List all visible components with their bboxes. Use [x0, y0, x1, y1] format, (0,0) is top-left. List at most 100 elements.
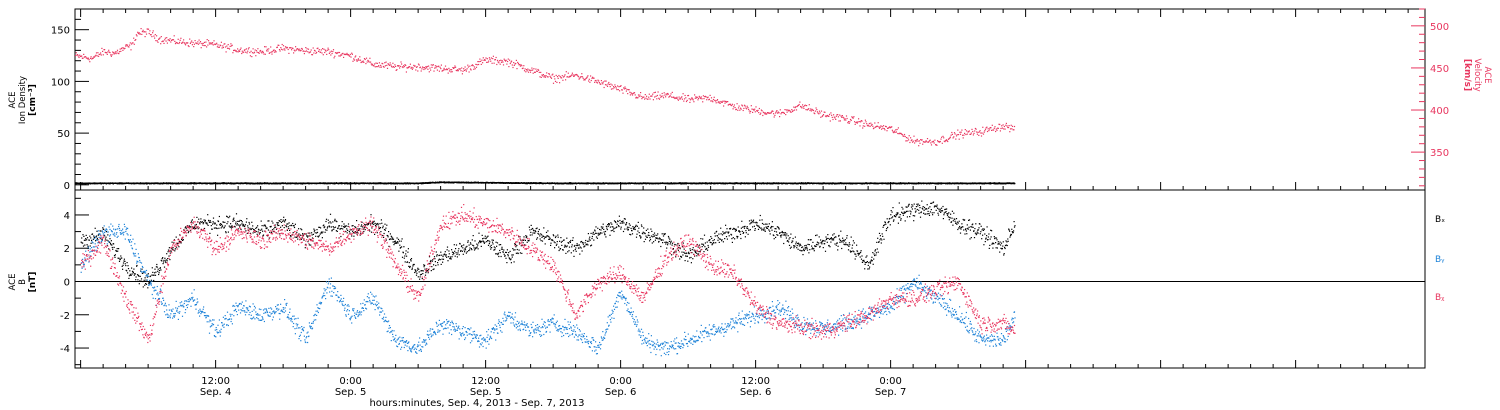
density-point	[608, 183, 610, 185]
velocity-point	[564, 74, 566, 76]
velocity-point	[606, 84, 608, 86]
velocity-point	[406, 67, 408, 69]
velocity-point	[615, 86, 617, 88]
velocity-point	[205, 41, 207, 43]
density-point	[689, 183, 692, 185]
velocity-point	[203, 44, 205, 47]
velocity-point	[81, 55, 83, 57]
density-point	[802, 182, 804, 184]
velocity-point	[594, 80, 596, 82]
velocity-point	[345, 53, 347, 56]
density-point	[89, 183, 91, 185]
velocity-point	[380, 66, 382, 68]
velocity-point	[568, 76, 570, 78]
velocity-point	[324, 51, 326, 54]
velocity-point	[613, 87, 615, 89]
velocity-point	[295, 49, 297, 51]
velocity-point	[533, 68, 535, 70]
velocity-point	[439, 66, 441, 68]
velocity-point	[373, 65, 375, 67]
velocity-point	[582, 77, 584, 79]
velocity-point	[598, 80, 600, 82]
velocity-point	[305, 47, 307, 49]
velocity-point	[117, 52, 119, 54]
velocity-point	[82, 57, 84, 59]
velocity-point	[191, 40, 193, 42]
velocity-point	[307, 51, 309, 53]
velocity-point	[338, 51, 341, 54]
velocity-point	[544, 75, 546, 77]
density-point	[994, 182, 996, 184]
velocity-point	[308, 52, 310, 54]
velocity-point	[616, 89, 618, 91]
velocity-point	[309, 51, 311, 53]
velocity-point	[262, 50, 264, 52]
velocity-point	[625, 87, 627, 90]
velocity-point	[180, 37, 182, 39]
velocity-point	[334, 52, 337, 54]
velocity-point	[525, 69, 528, 71]
velocity-point	[198, 39, 200, 41]
velocity-point	[168, 39, 170, 41]
velocity-point	[499, 63, 501, 65]
velocity-point	[300, 49, 302, 52]
velocity-point	[480, 60, 482, 62]
velocity-point	[405, 71, 407, 73]
velocity-point	[182, 41, 184, 43]
velocity-point	[320, 49, 322, 51]
velocity-point	[80, 55, 82, 58]
velocity-point	[195, 42, 197, 44]
velocity-point	[226, 47, 229, 49]
velocity-point	[321, 52, 323, 54]
velocity-point	[545, 75, 547, 77]
velocity-point	[565, 71, 567, 73]
velocity-point	[301, 48, 303, 50]
velocity-point	[125, 45, 127, 47]
velocity-point	[473, 68, 475, 70]
velocity-point	[511, 60, 513, 62]
velocity-point	[552, 73, 554, 75]
velocity-point	[409, 66, 411, 68]
velocity-point	[467, 64, 469, 66]
velocity-point	[579, 77, 581, 79]
velocity-point	[114, 51, 116, 53]
velocity-point	[193, 46, 195, 48]
velocity-point	[190, 41, 192, 43]
velocity-point	[241, 50, 243, 52]
velocity-point	[410, 67, 412, 69]
velocity-point	[90, 56, 92, 58]
velocity-point	[143, 31, 145, 33]
velocity-point	[598, 82, 600, 84]
velocity-point	[370, 61, 372, 63]
velocity-point	[278, 44, 280, 46]
velocity-point	[478, 63, 480, 66]
velocity-point	[497, 61, 499, 63]
velocity-point	[441, 70, 443, 72]
velocity-point	[502, 64, 505, 66]
velocity-point	[100, 54, 102, 56]
velocity-point	[124, 47, 126, 49]
velocity-point	[201, 44, 204, 46]
velocity-point	[486, 61, 488, 63]
velocity-point	[102, 54, 104, 56]
velocity-point	[325, 50, 327, 52]
velocity-point	[375, 62, 377, 64]
velocity-point	[230, 43, 232, 45]
velocity-point	[515, 59, 517, 61]
velocity-point	[113, 53, 115, 55]
velocity-point	[351, 53, 353, 55]
density-point	[422, 183, 424, 185]
velocity-point	[474, 68, 476, 70]
velocity-point	[191, 44, 193, 46]
velocity-point	[354, 56, 356, 58]
velocity-point	[99, 53, 101, 55]
density-point	[75, 182, 77, 184]
velocity-point	[119, 48, 121, 50]
velocity-point	[372, 63, 374, 65]
velocity-point	[520, 64, 522, 66]
velocity-point	[93, 56, 96, 58]
velocity-point	[349, 55, 351, 57]
velocity-point	[75, 54, 77, 57]
velocity-point	[287, 48, 289, 51]
velocity-point	[522, 67, 524, 69]
